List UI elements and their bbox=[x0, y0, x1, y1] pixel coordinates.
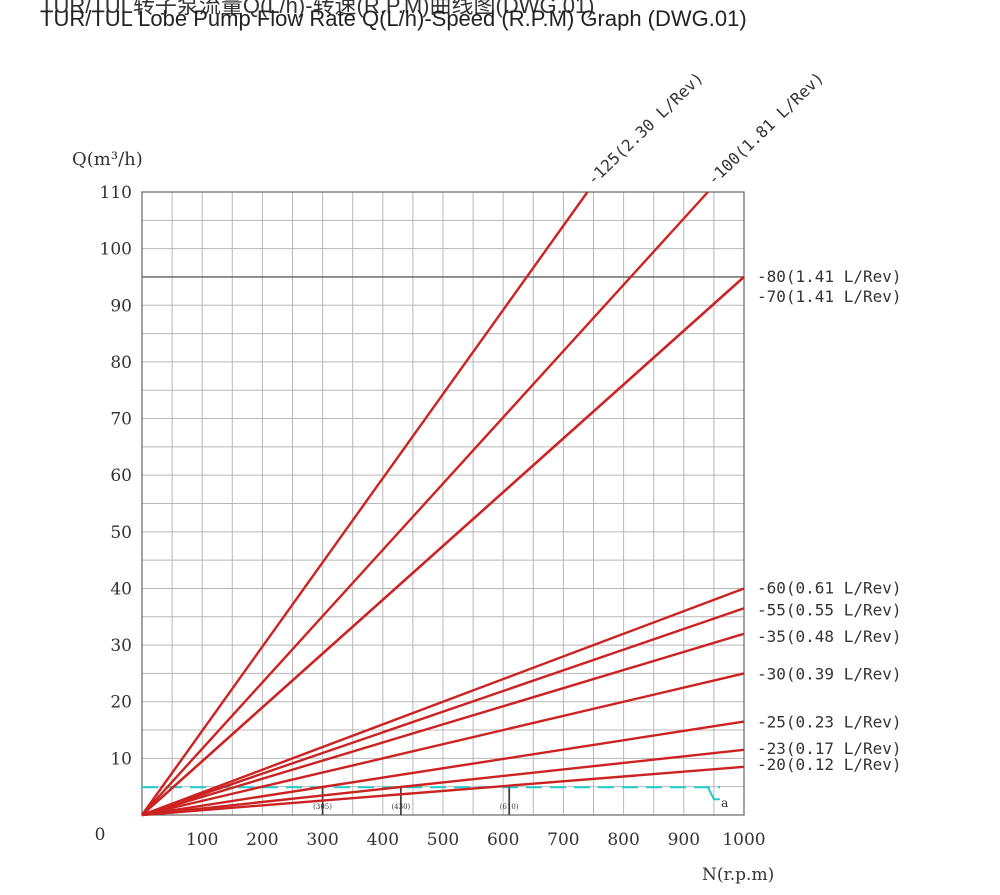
series-line bbox=[141, 191, 589, 816]
series-label: -60(0.61 L/Rev) bbox=[757, 578, 902, 597]
y-tick-label: 10 bbox=[110, 749, 132, 769]
series-label: -125(2.30 L/Rev) bbox=[583, 68, 707, 189]
x-tick-label: 1000 bbox=[722, 830, 765, 850]
series-label: -25(0.23 L/Rev) bbox=[757, 713, 902, 732]
chart-title: TUR/TUL Lobe Pump Flow Rate Q(L/h)-Speed… bbox=[40, 6, 747, 31]
series-line bbox=[141, 632, 745, 817]
reference-line-label: a bbox=[721, 796, 728, 810]
series-label: -23(0.17 L/Rev) bbox=[757, 739, 902, 758]
series-line bbox=[141, 191, 709, 816]
x-tick-label: 800 bbox=[607, 830, 639, 850]
x-tick-label: 600 bbox=[487, 830, 519, 850]
series-line bbox=[141, 607, 745, 817]
x-tick-label: 300 bbox=[306, 830, 338, 850]
speed-marker-label: (430) bbox=[391, 803, 410, 811]
y-axis-label: Q(m³/h) bbox=[72, 149, 143, 170]
y-tick-label: 20 bbox=[110, 693, 132, 713]
y-tick-label: 110 bbox=[100, 183, 132, 203]
speed-marker-label: (305) bbox=[313, 803, 332, 811]
chart-grid bbox=[142, 192, 744, 815]
series-line bbox=[141, 276, 745, 816]
y-tick-label: 80 bbox=[110, 353, 132, 373]
series-line bbox=[141, 720, 745, 817]
plot-frame bbox=[141, 191, 745, 816]
series-label: -20(0.12 L/Rev) bbox=[757, 755, 902, 774]
series-label: -70(1.41 L/Rev) bbox=[757, 287, 902, 306]
x-tick-label: 500 bbox=[427, 830, 459, 850]
series-label: -100(1.81 L/Rev) bbox=[703, 68, 827, 189]
series-line bbox=[141, 672, 745, 817]
x-axis-label: N(r.p.m) bbox=[702, 865, 774, 885]
reference-line-tail bbox=[706, 786, 720, 801]
series-line bbox=[141, 587, 745, 817]
y-tick-label: 70 bbox=[110, 410, 132, 430]
chart-title-top: TUR/TUL转子泵流量Q(L/h)-转速(R.P.M)曲线图(DWG.01) bbox=[40, 0, 595, 18]
x-tick-label: 200 bbox=[246, 830, 278, 850]
series-label: -80(1.41 L/Rev) bbox=[757, 267, 902, 286]
series-label: -30(0.39 L/Rev) bbox=[757, 664, 902, 683]
y-tick-label: 40 bbox=[110, 579, 132, 599]
origin-label: 0 bbox=[95, 825, 106, 845]
y-tick-label: 50 bbox=[110, 523, 132, 543]
series-label: -55(0.55 L/Rev) bbox=[757, 600, 902, 619]
x-tick-label: 100 bbox=[186, 830, 218, 850]
speed-marker-label: (610) bbox=[500, 803, 519, 811]
x-tick-label: 700 bbox=[547, 830, 579, 850]
series-label: -35(0.48 L/Rev) bbox=[757, 627, 902, 646]
tick-labels: 10 20 30 40 50 60 70 80 90 100 110 100 200 300 400 500 6… bbox=[72, 149, 774, 885]
y-tick-label: 90 bbox=[110, 296, 132, 316]
series-line bbox=[141, 748, 745, 817]
x-tick-label: 400 bbox=[367, 830, 399, 850]
series-line bbox=[141, 765, 745, 817]
x-tick-label: 900 bbox=[668, 830, 700, 850]
chart-frame bbox=[141, 191, 745, 816]
y-tick-label: 100 bbox=[100, 240, 132, 260]
y-tick-label: 60 bbox=[110, 466, 132, 486]
y-tick-label: 30 bbox=[110, 636, 132, 656]
series-group bbox=[141, 191, 745, 817]
